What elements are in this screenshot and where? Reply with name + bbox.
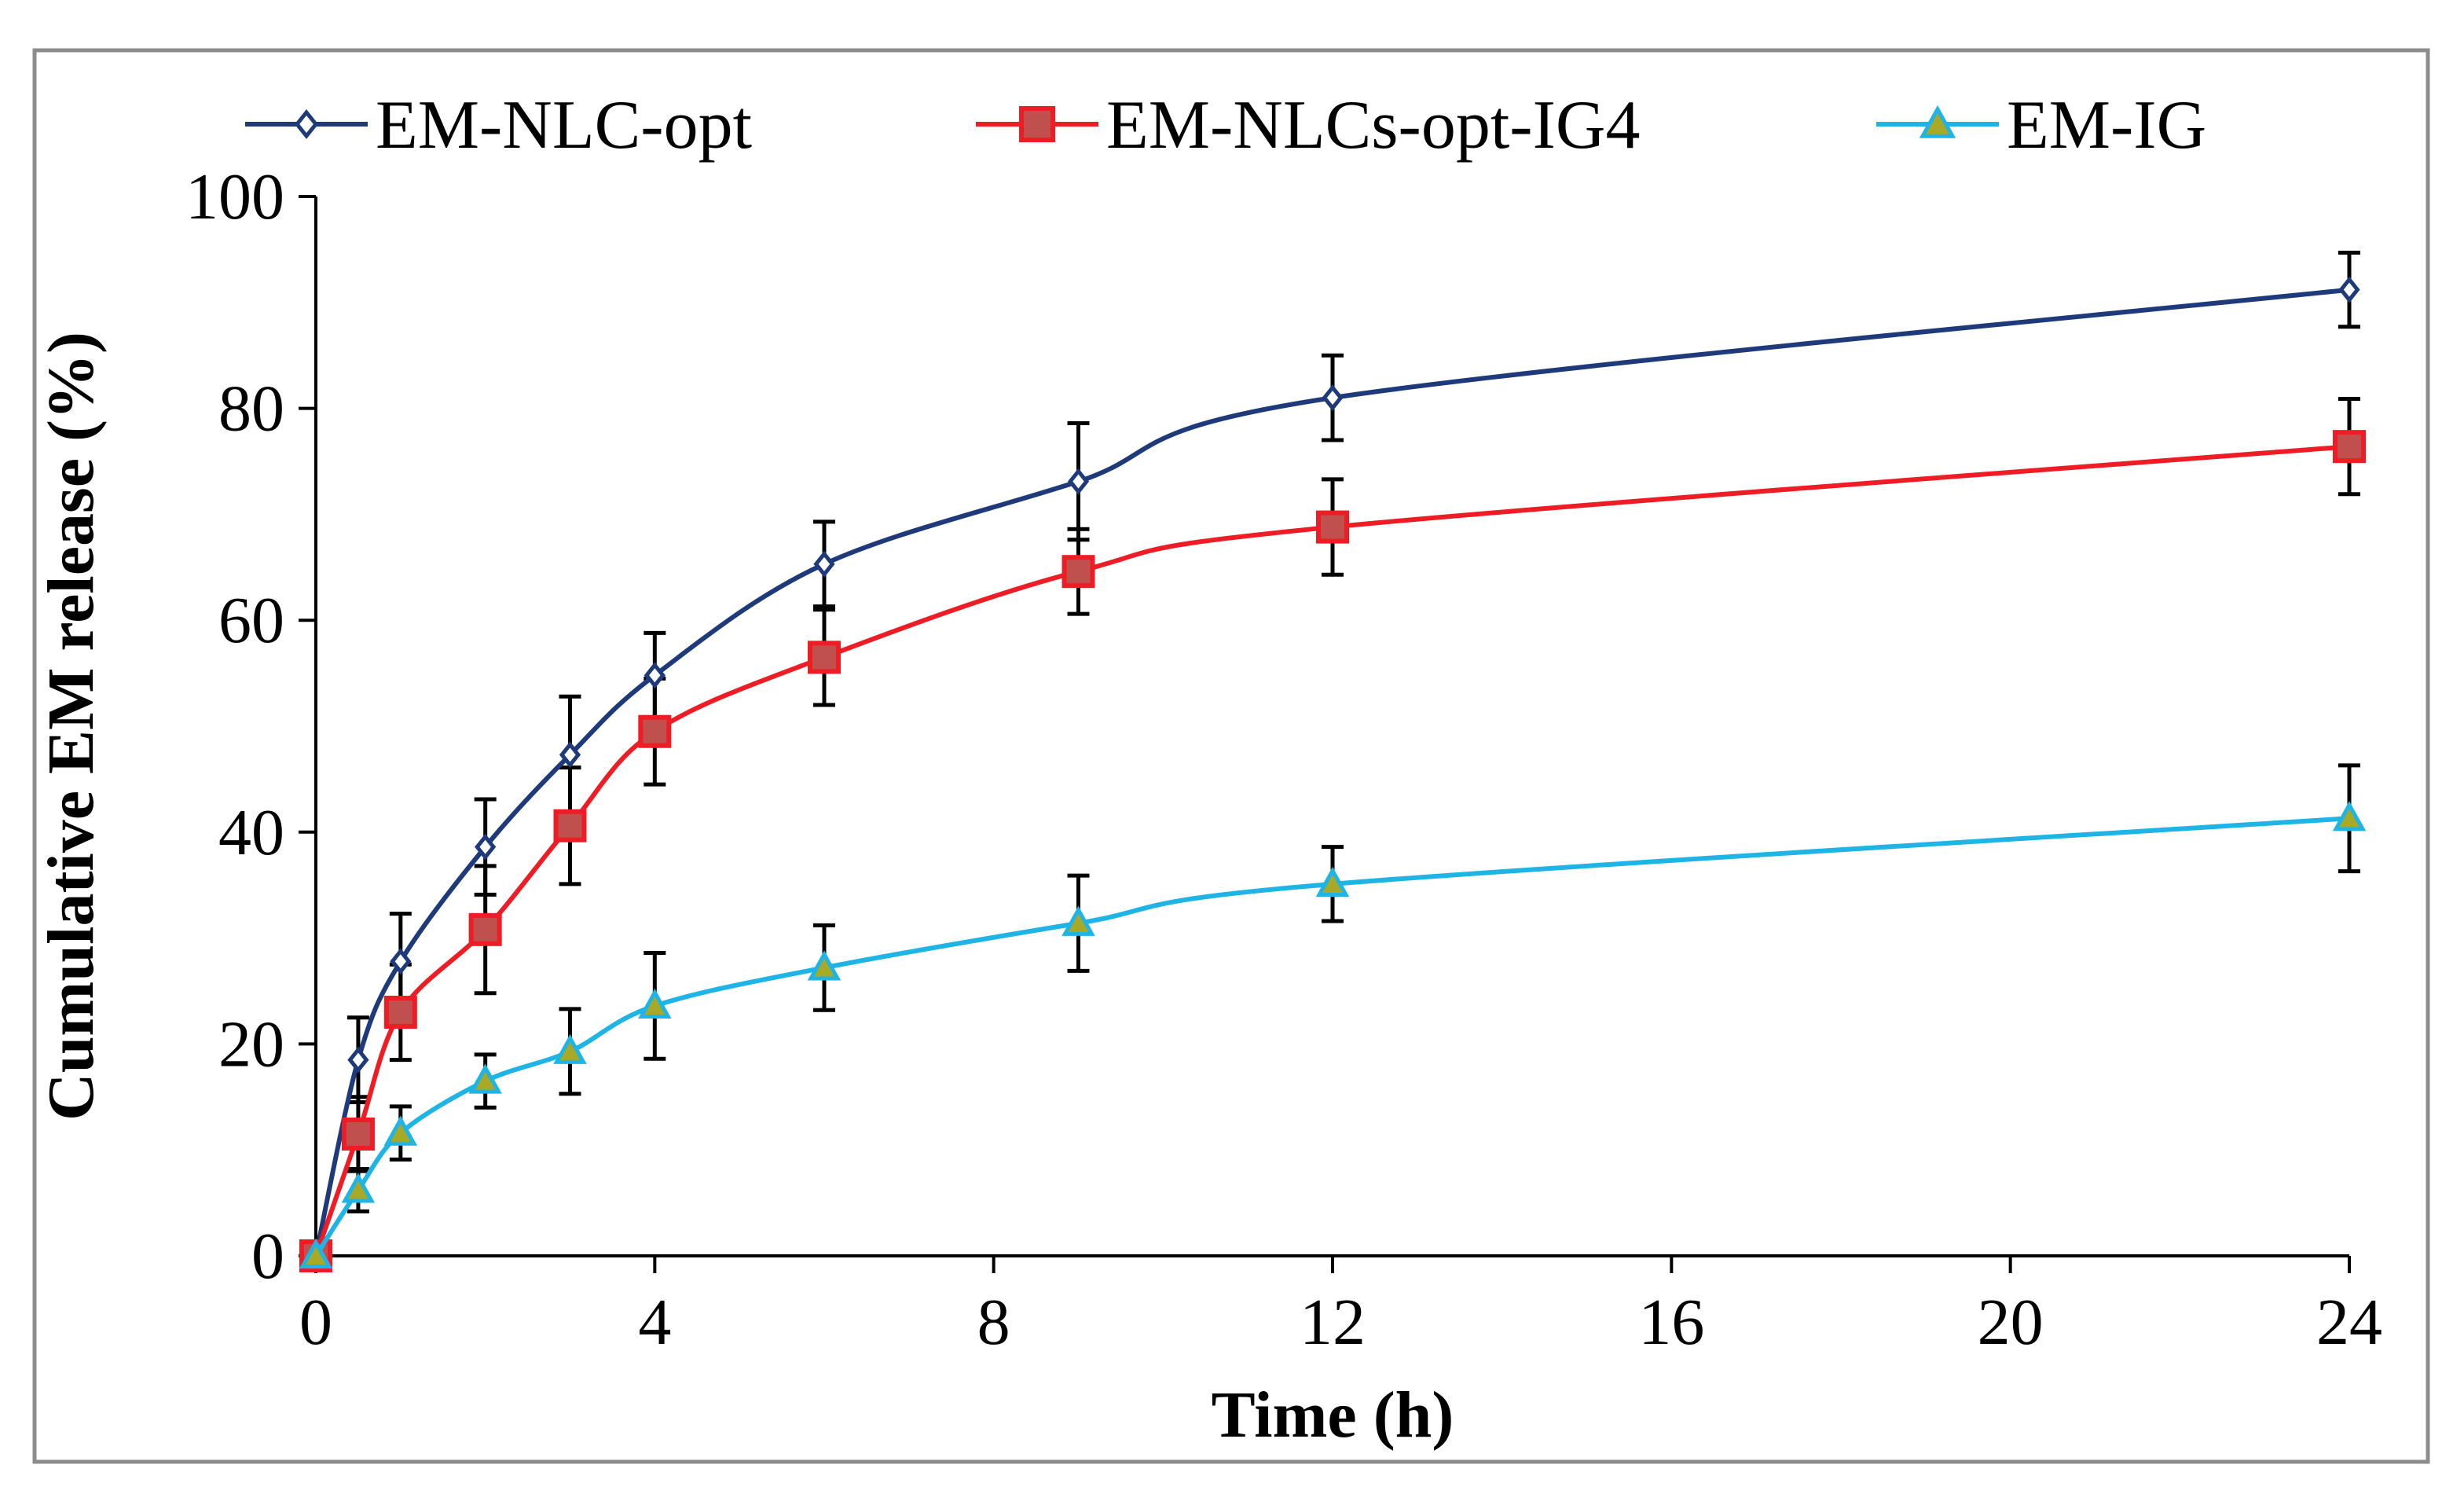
data-point [559,741,581,769]
series-em-ig [299,801,2367,1269]
data-point [390,948,412,975]
data-point [468,912,502,946]
y-tick-label: 40 [218,796,284,869]
data-point [341,1117,375,1151]
x-axis-title: Time (h) [1212,1378,1454,1452]
legend-item-em-nlcs-opt-ig4: EM-NLCs-opt-IG4 [976,87,1640,163]
data-point [1067,468,1090,495]
x-tick-label: 8 [977,1286,1010,1359]
data-point [1322,384,1344,412]
legend-item-em-nlc-opt: EM-NLC-opt [245,87,752,163]
data-point [808,641,841,674]
data-point [553,1033,587,1064]
data-point [299,1238,333,1269]
data-point [1315,866,1350,897]
data-point [1062,905,1095,936]
x-tick-label: 16 [1638,1286,1704,1359]
y-tick-label: 100 [185,160,284,233]
data-point [475,833,497,861]
x-tick-label: 24 [2316,1286,2382,1359]
legend-label: EM-NLC-opt [376,87,752,163]
data-point [468,1063,502,1094]
data-point [813,550,835,578]
x-tick-label: 0 [299,1286,332,1359]
legend: EM-NLC-opt EM-NLCs-opt-IG4 EM-IG [245,87,2206,163]
series-em-nlc-opt [305,276,2360,1270]
y-tick-label: 0 [251,1220,284,1293]
data-point [553,809,587,842]
data-point [347,1046,369,1074]
legend-marker [1019,106,1055,142]
series-layer [299,250,2367,1272]
data-point [341,1173,376,1203]
legend-marker [1919,105,1956,138]
data-point [2338,276,2360,303]
data-point [644,662,666,689]
series-em-nlcs-opt-ig4 [299,430,2366,1272]
legend-item-em-ig: EM-IG [1876,87,2206,163]
data-point [638,714,672,748]
chart-frame [32,48,2430,1464]
data-point [383,1115,418,1146]
x-tick-label: 12 [1300,1286,1366,1359]
y-tick-label: 80 [218,373,284,446]
y-tick-label: 20 [218,1008,284,1081]
data-point [383,995,417,1029]
data-point [2332,801,2367,831]
data-point [638,988,672,1019]
y-tick-label: 60 [218,584,284,657]
legend-marker [294,108,319,140]
legend-label: EM-NLCs-opt-IG4 [1106,87,1640,163]
x-tick-label: 20 [1978,1286,2044,1359]
data-point [2333,430,2366,464]
x-ticks: 0 4 8 12 16 20 24 [299,1256,2382,1359]
y-axis-title: Cumulative EM release (%) [35,332,108,1121]
data-point [807,950,842,981]
data-point [1316,510,1349,544]
legend-label: EM-IG [2007,87,2206,163]
x-tick-label: 4 [638,1286,671,1359]
y-ticks: 0 20 40 60 80 100 [185,160,316,1293]
data-point [1062,555,1095,589]
